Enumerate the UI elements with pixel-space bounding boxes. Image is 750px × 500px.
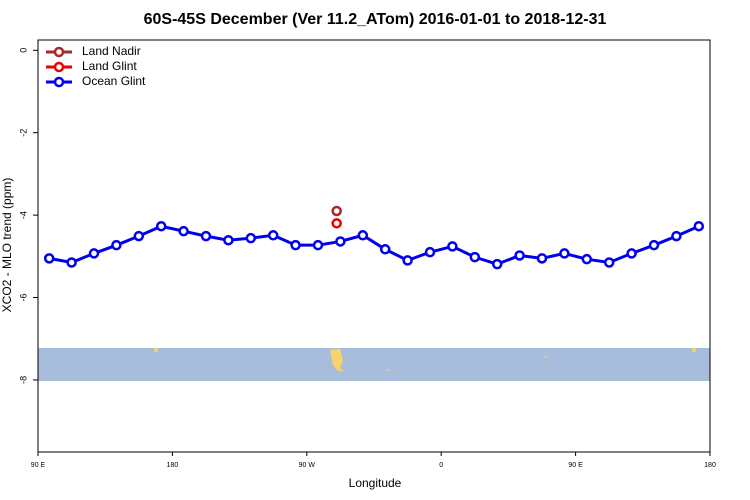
- data-point: [290, 239, 301, 251]
- data-point: [43, 253, 55, 264]
- x-tick-label: 180: [167, 462, 179, 469]
- legend-marker: [53, 61, 65, 73]
- data-point: [200, 230, 212, 242]
- data-point: [66, 257, 77, 268]
- y-axis-label: XCO2 - MLO trend (ppm): [0, 178, 14, 313]
- x-axis-label: Longitude: [349, 476, 402, 490]
- legend-marker: [53, 46, 65, 58]
- data-point: [671, 230, 682, 242]
- y-tick-label: -2: [18, 129, 28, 137]
- y-tick-label: -4: [18, 211, 28, 219]
- x-tick-label: 0: [439, 462, 443, 469]
- data-point: [559, 248, 570, 259]
- plot-frame: [37, 39, 711, 453]
- legend-label: Land Nadir: [82, 44, 141, 58]
- x-tick-label: 90 E: [568, 462, 583, 469]
- data-point: [335, 236, 346, 247]
- data-point: [178, 225, 189, 237]
- data-point: [447, 241, 458, 252]
- data-point: [402, 255, 413, 266]
- data-point: [312, 239, 324, 251]
- data-point: [357, 230, 369, 241]
- x-tick-label: 180: [704, 462, 716, 469]
- x-tick-label: 90 E: [31, 462, 46, 469]
- data-point: [603, 257, 615, 268]
- chart-title: 60S-45S December (Ver 11.2_ATom) 2016-01…: [144, 11, 607, 28]
- series-line: [48, 224, 700, 266]
- data-point: [379, 244, 391, 255]
- data-point: [331, 205, 342, 217]
- data-point: [693, 220, 705, 232]
- data-point: [88, 248, 100, 259]
- data-point: [111, 239, 122, 251]
- data-point: [424, 246, 436, 258]
- data-point: [267, 230, 279, 241]
- legend-label: Ocean Glint: [82, 74, 146, 88]
- legend-label: Land Glint: [82, 59, 137, 73]
- data-point: [133, 230, 145, 242]
- data-point: [648, 239, 660, 251]
- y-tick-label: 0: [18, 48, 28, 53]
- data-point: [245, 232, 257, 244]
- data-point: [536, 253, 548, 264]
- data-point: [491, 258, 503, 270]
- data-point: [514, 250, 525, 261]
- y-tick-label: -6: [18, 293, 28, 301]
- data-point: [155, 220, 167, 232]
- data-point: [626, 248, 637, 259]
- x-tick-label: 90 W: [299, 462, 316, 469]
- data-point: [469, 251, 481, 263]
- data-point: [223, 234, 234, 246]
- data-point: [331, 218, 342, 229]
- data-point: [581, 253, 593, 265]
- y-tick-label: -8: [18, 376, 28, 384]
- map-strip: [38, 348, 710, 381]
- legend-marker: [53, 76, 65, 88]
